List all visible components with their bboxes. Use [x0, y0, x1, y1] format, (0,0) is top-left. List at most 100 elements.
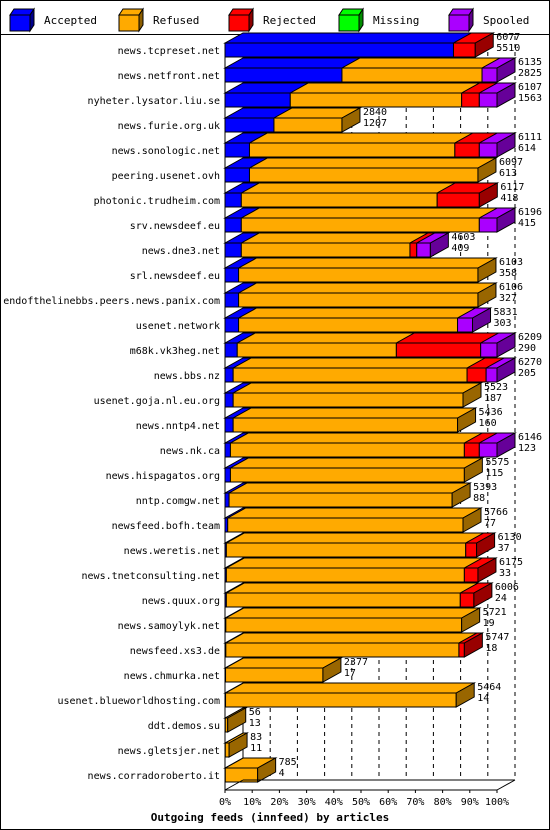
bar-offered-label: 5831: [494, 307, 518, 318]
row-label: srl.newsdeef.eu: [130, 271, 220, 282]
row-label: news.tnetconsulting.net: [82, 571, 220, 582]
bar-segment-spooled: [478, 92, 498, 108]
legend-label-accepted: Accepted: [44, 14, 97, 27]
bar-segment-rejected: [461, 92, 480, 108]
bar-top-refused: [247, 157, 498, 169]
x-axis-depth-left: [224, 779, 244, 791]
row-label: nntp.comgw.net: [136, 496, 220, 507]
bar-offered-label: 6103: [499, 257, 523, 268]
row-label: srv.newsdeef.eu: [130, 221, 220, 232]
bar-side-spooled: [496, 207, 516, 233]
bar-top-refused: [228, 432, 485, 444]
bar-offered-label: 5747: [485, 632, 509, 643]
x-tick-label: 60%: [379, 797, 397, 808]
legend-swatch-spooled: [448, 14, 470, 32]
bar-segment-refused: [225, 667, 324, 683]
bars: [223, 32, 517, 783]
bar-row: [223, 757, 278, 783]
bar-accepted-label: 358: [499, 268, 517, 279]
bar-segment-refused: [273, 117, 343, 133]
bar-side-rejected: [477, 557, 497, 583]
bar-segment-spooled: [485, 367, 498, 383]
legend: Accepted Refused Rejected Missing Spooled: [9, 7, 529, 33]
bar-offered-label: 6130: [498, 532, 522, 543]
bar-row: [223, 332, 517, 358]
bar-segment-rejected: [459, 592, 475, 608]
bar-segment-refused: [248, 142, 456, 158]
row-label: m68k.vk3heg.net: [130, 346, 220, 357]
row-label: usenet.goja.nl.eu.org: [94, 396, 220, 407]
x-tick-label: 70%: [406, 797, 424, 808]
bar-segment-rejected: [465, 542, 478, 558]
legend-label-rejected: Rejected: [263, 14, 316, 27]
row-label: news.quux.org: [142, 596, 220, 607]
bar-segment-accepted: [224, 192, 242, 208]
bar-offered-label: 4603: [451, 232, 475, 243]
bar-top-refused: [223, 682, 477, 694]
bar-offered-label: 2840: [363, 107, 387, 118]
row-label: news.dne3.net: [142, 246, 220, 257]
bar-segment-refused: [238, 317, 459, 333]
x-tick-label: 0%: [219, 797, 231, 808]
bar-segment-refused: [229, 467, 465, 483]
bar-offered-label: 5575: [485, 457, 509, 468]
bar-segment-refused: [225, 617, 463, 633]
bar-segment-accepted: [224, 467, 231, 483]
bar-offered-label: 6270: [518, 357, 542, 368]
bar-accepted-label: 187: [484, 393, 502, 404]
bar-segment-accepted: [224, 417, 234, 433]
bar-offered-label: 6077: [496, 32, 520, 43]
bar-segment-refused: [240, 217, 480, 233]
bar-segment-accepted: [224, 67, 343, 83]
bar-top-refused: [223, 632, 479, 644]
bar-row: [223, 482, 473, 508]
bar-offered-label: 785: [279, 757, 297, 768]
bar-side-rejected: [473, 582, 493, 608]
row-label: peering.usenet.ovh: [112, 171, 220, 182]
bar-accepted-label: 33: [499, 568, 511, 579]
bar-accepted-label: 1207: [363, 118, 387, 129]
x-axis-depth-right: [496, 779, 516, 791]
bar-accepted-label: 115: [485, 468, 503, 479]
row-label: nyheter.lysator.liu.se: [88, 96, 220, 107]
bar-side-refused: [461, 607, 481, 633]
bar-top-refused: [231, 357, 488, 369]
bar-top-accepted: [223, 32, 474, 44]
bar-row: [223, 307, 493, 333]
bar-top-refused: [223, 607, 482, 619]
bar-segment-accepted: [224, 167, 250, 183]
legend-swatch-refused: [118, 14, 140, 32]
bar-segment-refused: [225, 692, 457, 708]
row-label: newsfeed.xs3.de: [130, 646, 220, 657]
bar-accepted-label: 88: [473, 493, 485, 504]
bar-segment-spooled: [481, 67, 498, 83]
bar-segment-accepted: [224, 442, 231, 458]
bar-top-refused: [236, 282, 498, 294]
bar-segment-spooled: [478, 217, 498, 233]
bar-segment-refused: [240, 192, 438, 208]
bar-segment-refused: [238, 267, 479, 283]
bar-accepted-label: 415: [518, 218, 536, 229]
bar-side-spooled: [496, 82, 516, 108]
bar-segment-spooled: [416, 242, 431, 258]
row-label: news.netfront.net: [118, 71, 220, 82]
bar-segment-accepted: [224, 42, 454, 58]
row-label: news.weretis.net: [124, 546, 220, 557]
bar-segment-refused: [232, 417, 459, 433]
bar-accepted-label: 19: [483, 618, 495, 629]
bar-segment-accepted: [224, 292, 240, 308]
bar-side-rejected: [474, 32, 494, 58]
row-label: news.furie.org.uk: [118, 121, 220, 132]
bar-row: [223, 157, 498, 183]
bar-top-refused: [231, 407, 478, 419]
legend-label-spooled: Spooled: [483, 14, 529, 27]
bar-offered-label: 5523: [484, 382, 508, 393]
bar-segment-rejected: [452, 42, 476, 58]
bar-offered-label: 5436: [479, 407, 503, 418]
row-label: news.nntp4.net: [136, 421, 220, 432]
bar-accepted-label: 160: [479, 418, 497, 429]
bar-segment-rejected: [463, 567, 479, 583]
bar-top-refused: [239, 232, 430, 244]
bar-accepted-label: 13: [249, 718, 261, 729]
bar-side-refused: [257, 757, 277, 783]
